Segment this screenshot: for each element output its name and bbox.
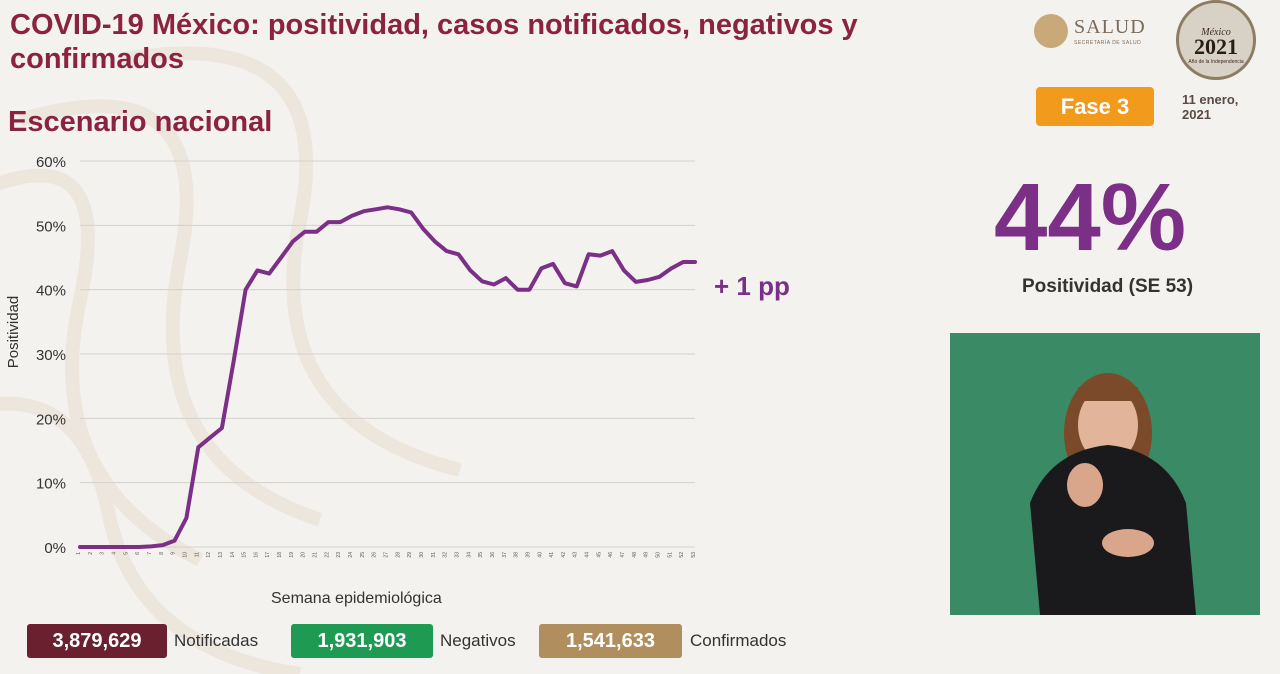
x-tick-label: 7 — [147, 552, 153, 555]
x-tick-label: 5 — [123, 552, 129, 555]
x-tick-label: 27 — [384, 552, 390, 558]
x-tick-label: 8 — [159, 552, 165, 555]
x-tick-label: 51 — [667, 552, 673, 558]
x-tick-label: 33 — [454, 552, 460, 558]
background-pattern — [0, 46, 462, 674]
x-tick-label: 18 — [277, 552, 283, 558]
x-tick-label: 34 — [466, 552, 472, 558]
x-tick-label: 4 — [111, 552, 117, 555]
seal-year-text: 2021 — [1194, 34, 1238, 59]
x-tick-label: 3 — [100, 552, 106, 555]
salud-logo-subtext: SECRETARÍA DE SALUD — [1074, 40, 1142, 46]
fase-badge: Fase 3 — [1036, 87, 1154, 126]
x-tick-label: 14 — [230, 552, 236, 558]
x-tick-label: 47 — [620, 552, 626, 558]
negativos-badge: 1,931,903 — [291, 624, 433, 658]
x-tick-label: 36 — [490, 552, 496, 558]
positivity-label: Positividad (SE 53) — [1022, 276, 1194, 297]
x-tick-label: 48 — [632, 552, 638, 558]
confirmados-badge: 1,541,633 — [539, 624, 682, 658]
x-tick-label: 43 — [573, 552, 579, 558]
x-tick-label: 35 — [478, 552, 484, 558]
x-tick-label: 24 — [348, 552, 354, 558]
x-tick-label: 50 — [656, 552, 662, 558]
x-tick-label: 6 — [135, 552, 141, 555]
x-tick-label: 38 — [514, 552, 520, 558]
x-tick-label: 53 — [691, 552, 697, 558]
report-date-line1: 11 enero, — [1182, 92, 1239, 107]
x-tick-label: 37 — [502, 552, 508, 558]
salud-logo: SALUD SECRETARÍA DE SALUD — [1034, 12, 1154, 52]
x-tick-label: 11 — [194, 552, 200, 557]
salud-logo-text: SALUD — [1074, 16, 1146, 38]
x-tick-label: 9 — [171, 552, 177, 555]
seal-2021-logo: México 2021 Año de la Independencia — [1176, 0, 1256, 80]
sign-language-interpreter-video — [950, 333, 1260, 615]
x-tick-label: 19 — [289, 552, 295, 558]
y-tick-label: 0% — [44, 540, 66, 557]
eagle-emblem-icon — [1034, 14, 1068, 48]
x-tick-label: 31 — [431, 552, 437, 558]
positivity-change: + 1 pp — [714, 271, 790, 301]
x-tick-label: 22 — [324, 552, 330, 558]
y-tick-label: 50% — [36, 218, 66, 235]
x-axis-label: Semana epidemiológica — [271, 590, 442, 607]
positivity-series-line — [78, 205, 697, 549]
x-tick-label: 25 — [360, 552, 366, 558]
y-tick-label: 30% — [36, 347, 66, 364]
x-tick-label: 26 — [372, 552, 378, 558]
notificadas-label: Notificadas — [174, 631, 259, 650]
x-tick-label: 40 — [537, 552, 543, 558]
report-date: 11 enero, 2021 — [1182, 92, 1262, 122]
x-tick-label: 23 — [336, 552, 342, 558]
x-tick-label: 20 — [301, 552, 307, 558]
x-tick-label: 49 — [644, 552, 650, 558]
x-tick-label: 45 — [596, 552, 602, 558]
x-tick-label: 15 — [242, 552, 248, 558]
page-subtitle: Escenario nacional — [8, 106, 273, 138]
x-tick-label: 46 — [608, 552, 614, 558]
confirmados-label: Confirmados — [690, 631, 787, 650]
x-tick-label: 13 — [218, 552, 224, 558]
report-date-line2: 2021 — [1182, 107, 1211, 122]
x-tick-label: 42 — [561, 552, 567, 558]
x-tick-label: 44 — [585, 552, 591, 558]
notificadas-badge: 3,879,629 — [27, 624, 167, 658]
x-tick-label: 17 — [265, 552, 271, 558]
x-tick-label: 21 — [313, 552, 319, 558]
y-tick-label: 60% — [36, 154, 66, 171]
x-tick-label: 29 — [407, 552, 413, 558]
y-tick-label: 10% — [36, 476, 66, 493]
x-tick-label: 41 — [549, 552, 555, 558]
x-tick-label: 32 — [443, 552, 449, 558]
page-title: COVID-19 México: positividad, casos noti… — [10, 9, 858, 75]
x-tick-label: 10 — [182, 552, 188, 558]
x-tick-label: 2 — [88, 552, 94, 555]
x-tick-label: 39 — [525, 552, 531, 558]
seal-sub-text: Año de la Independencia — [1188, 59, 1244, 65]
x-tick-label: 1 — [76, 552, 82, 555]
x-tick-label: 30 — [419, 552, 425, 558]
x-tick-label: 12 — [206, 552, 212, 558]
positivity-value: 44% — [994, 164, 1187, 271]
y-tick-label: 20% — [36, 411, 66, 428]
x-tick-label: 52 — [679, 552, 685, 558]
negativos-label: Negativos — [440, 631, 516, 650]
x-tick-label: 28 — [395, 552, 401, 558]
y-tick-label: 40% — [36, 283, 66, 300]
positivity-line-chart: 0%10%20%30%40%50%60% 1 2 3 4 5 6 7 8 9 10 11 12 13 14… — [5, 154, 697, 558]
x-tick-label: 16 — [253, 552, 259, 558]
seal-mexico-text: México — [1201, 27, 1231, 38]
y-axis-label: Positividad — [5, 296, 22, 369]
